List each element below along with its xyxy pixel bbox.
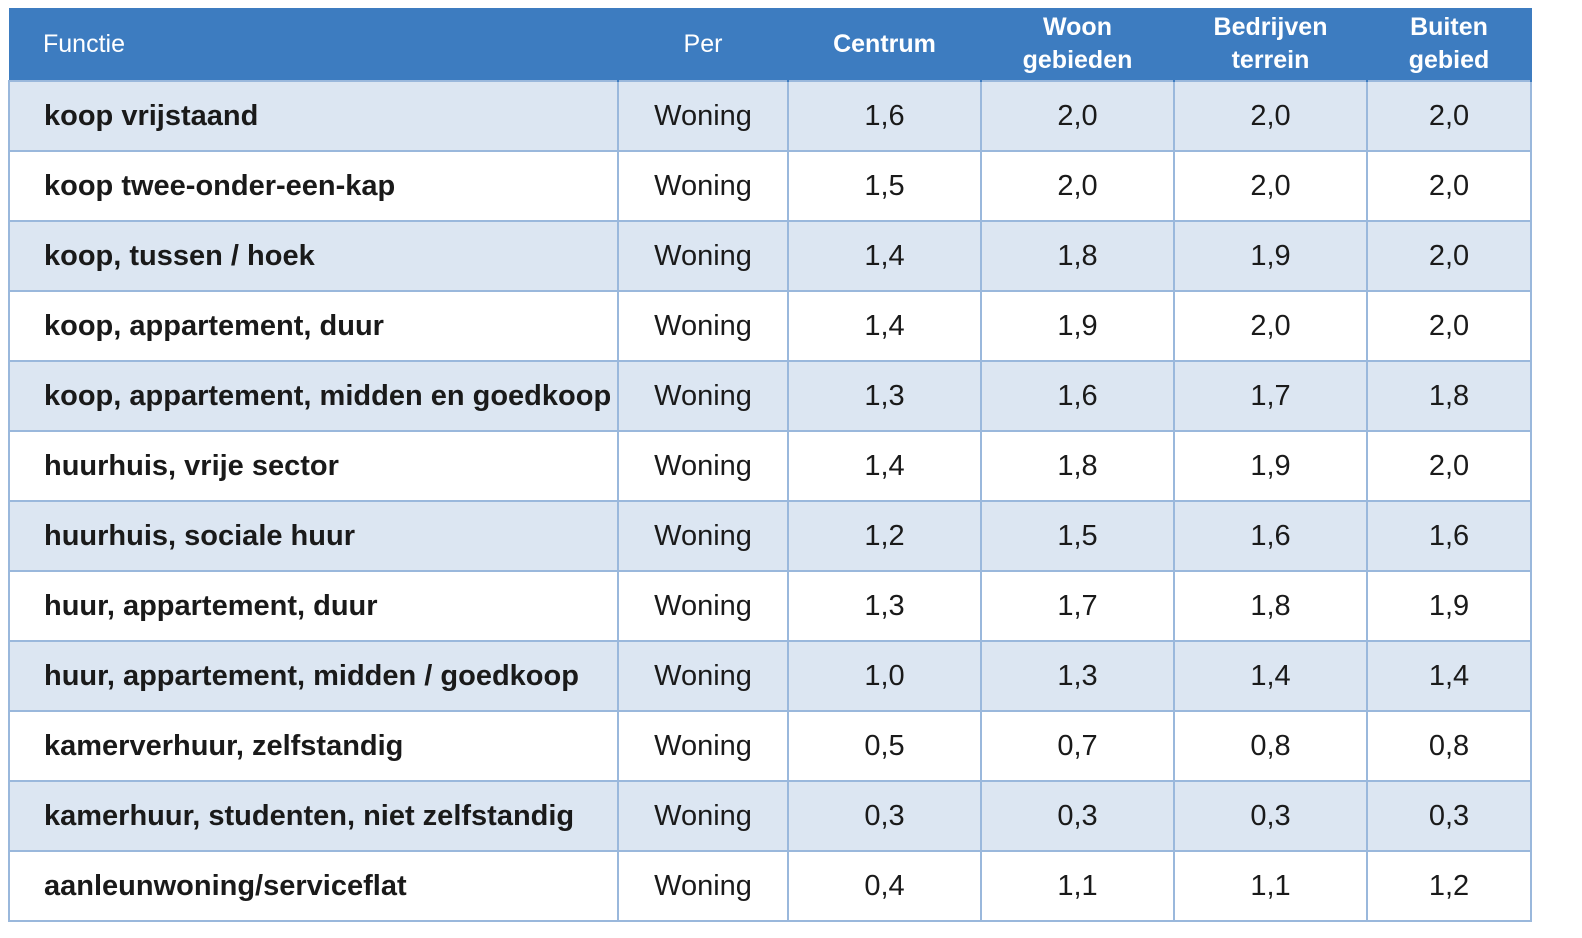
value-cell: 1,1 — [1173, 850, 1368, 922]
function-cell: aanleunwoning/serviceflat — [8, 850, 619, 922]
value-cell: 2,0 — [1366, 290, 1532, 362]
function-cell: koop twee-onder-een-kap — [8, 150, 619, 222]
value-cell: 1,9 — [1366, 570, 1532, 642]
value-cell: 1,4 — [1366, 640, 1532, 712]
value-cell: 1,2 — [787, 500, 982, 572]
function-cell: huur, appartement, duur — [8, 570, 619, 642]
unit-cell: Woning — [617, 290, 789, 362]
value-cell: 2,0 — [1173, 80, 1368, 152]
value-cell: 2,0 — [1366, 150, 1532, 222]
unit-cell: Woning — [617, 500, 789, 572]
unit-cell: Woning — [617, 850, 789, 922]
table-row: kamerverhuur, zelfstandig Woning 0,5 0,7 0,8… — [8, 710, 1532, 782]
unit-cell: Woning — [617, 360, 789, 432]
value-cell: 2,0 — [1173, 290, 1368, 362]
value-cell: 0,8 — [1173, 710, 1368, 782]
function-cell: koop, appartement, midden en goedkoop — [8, 360, 619, 432]
value-cell: 1,8 — [1366, 360, 1532, 432]
value-cell: 1,4 — [787, 290, 982, 362]
function-cell: huur, appartement, midden / goedkoop — [8, 640, 619, 712]
value-cell: 2,0 — [1366, 220, 1532, 292]
header-row: Functie Per Centrum Woon gebieden Bedrijven … — [9, 8, 1532, 81]
table-row: koop, tussen / hoek Woning 1,4 1,8 1,9 2,0 — [8, 220, 1532, 292]
unit-cell: Woning — [617, 150, 789, 222]
value-cell: 1,3 — [980, 640, 1175, 712]
column-header: Per — [618, 8, 789, 81]
table-row: huur, appartement, midden / goedkoop Woni… — [8, 640, 1532, 712]
value-cell: 1,6 — [1173, 500, 1368, 572]
value-cell: 1,4 — [787, 430, 982, 502]
table-row: huur, appartement, duur Woning 1,3 1,7 1,8 1,… — [8, 570, 1532, 642]
value-cell: 0,3 — [787, 780, 982, 852]
value-cell: 2,0 — [1366, 80, 1532, 152]
column-header: Functie — [9, 8, 619, 81]
unit-cell: Woning — [617, 780, 789, 852]
table-row: koop vrijstaand Woning 1,6 2,0 2,0 2,0 — [8, 80, 1532, 152]
value-cell: 2,0 — [1366, 430, 1532, 502]
value-cell: 2,0 — [980, 80, 1175, 152]
value-cell: 1,0 — [787, 640, 982, 712]
table-row: huurhuis, vrije sector Woning 1,4 1,8 1,9 2,0 — [8, 430, 1532, 502]
value-cell: 1,1 — [980, 850, 1175, 922]
unit-cell: Woning — [617, 430, 789, 502]
value-cell: 1,6 — [1366, 500, 1532, 572]
value-cell: 1,8 — [980, 430, 1175, 502]
value-cell: 0,5 — [787, 710, 982, 782]
value-cell: 1,9 — [1173, 430, 1368, 502]
function-cell: koop, appartement, duur — [8, 290, 619, 362]
value-cell: 1,6 — [980, 360, 1175, 432]
unit-cell: Woning — [617, 710, 789, 782]
unit-cell: Woning — [617, 220, 789, 292]
value-cell: 1,8 — [1173, 570, 1368, 642]
value-cell: 1,7 — [980, 570, 1175, 642]
function-cell: huurhuis, vrije sector — [8, 430, 619, 502]
value-cell: 1,2 — [1366, 850, 1532, 922]
table-row: huurhuis, sociale huur Woning 1,2 1,5 1,6 1,6 — [8, 500, 1532, 572]
table-row: aanleunwoning/serviceflat Woning 0,4 1,1 1,1… — [8, 850, 1532, 922]
value-cell: 1,8 — [980, 220, 1175, 292]
column-header: Woon gebieden — [981, 8, 1175, 81]
value-cell: 0,3 — [1173, 780, 1368, 852]
value-cell: 0,8 — [1366, 710, 1532, 782]
parking-norms-table: Functie Per Centrum Woon gebieden Bedrijven … — [8, 8, 1532, 922]
value-cell: 1,3 — [787, 570, 982, 642]
value-cell: 2,0 — [1173, 150, 1368, 222]
table-row: koop, appartement, duur Woning 1,4 1,9 2,0 2,… — [8, 290, 1532, 362]
unit-cell: Woning — [617, 640, 789, 712]
value-cell: 0,7 — [980, 710, 1175, 782]
table-row: koop twee-onder-een-kap Woning 1,5 2,0 2,0 2,… — [8, 150, 1532, 222]
value-cell: 1,4 — [1173, 640, 1368, 712]
column-header: Bedrijven terrein — [1174, 8, 1368, 81]
table-container: Functie Per Centrum Woon gebieden Bedrijven … — [8, 8, 1532, 922]
function-cell: kamerverhuur, zelfstandig — [8, 710, 619, 782]
unit-cell: Woning — [617, 570, 789, 642]
table-row: kamerhuur, studenten, niet zelfstandig Wo… — [8, 780, 1532, 852]
function-cell: huurhuis, sociale huur — [8, 500, 619, 572]
value-cell: 0,4 — [787, 850, 982, 922]
value-cell: 0,3 — [980, 780, 1175, 852]
column-header: Buiten gebied — [1367, 8, 1532, 81]
value-cell: 1,9 — [1173, 220, 1368, 292]
value-cell: 1,9 — [980, 290, 1175, 362]
value-cell: 1,5 — [980, 500, 1175, 572]
unit-cell: Woning — [617, 80, 789, 152]
function-cell: koop, tussen / hoek — [8, 220, 619, 292]
value-cell: 1,3 — [787, 360, 982, 432]
function-cell: koop vrijstaand — [8, 80, 619, 152]
value-cell: 2,0 — [980, 150, 1175, 222]
value-cell: 1,4 — [787, 220, 982, 292]
value-cell: 0,3 — [1366, 780, 1532, 852]
table-body: koop vrijstaand Woning 1,6 2,0 2,0 2,0 koop tw… — [8, 80, 1532, 922]
function-cell: kamerhuur, studenten, niet zelfstandig — [8, 780, 619, 852]
value-cell: 1,6 — [787, 80, 982, 152]
value-cell: 1,7 — [1173, 360, 1368, 432]
table-row: koop, appartement, midden en goedkoop Won… — [8, 360, 1532, 432]
column-header: Centrum — [788, 8, 982, 81]
value-cell: 1,5 — [787, 150, 982, 222]
